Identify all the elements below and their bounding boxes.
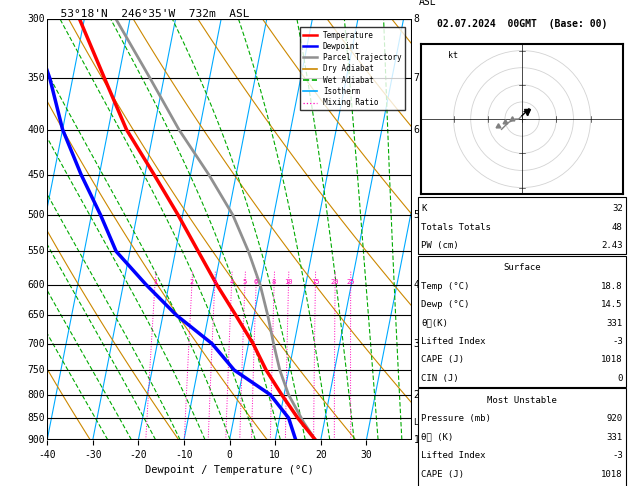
Text: ASL: ASL [419,0,437,7]
Text: 0: 0 [617,374,623,383]
Text: PW (cm): PW (cm) [421,241,459,250]
Text: 10: 10 [284,278,292,285]
Text: CAPE (J): CAPE (J) [421,469,464,479]
Text: 2.43: 2.43 [601,241,623,250]
Text: 331: 331 [606,433,623,442]
Text: 400: 400 [28,124,45,135]
Text: 3: 3 [413,339,420,348]
Text: Dewp (°C): Dewp (°C) [421,300,470,309]
Text: 1: 1 [153,278,157,285]
Text: © weatheronline.co.uk: © weatheronline.co.uk [475,450,572,459]
Text: Pressure (mb): Pressure (mb) [421,414,491,423]
Text: 3: 3 [213,278,217,285]
Text: 5: 5 [413,210,420,220]
Text: Lifted Index: Lifted Index [421,451,486,460]
Text: 18.8: 18.8 [601,281,623,291]
Text: 15: 15 [311,278,320,285]
Text: 600: 600 [28,279,45,290]
Text: 350: 350 [28,73,45,84]
Text: θᴇ (K): θᴇ (K) [421,433,454,442]
Text: Lifted Index: Lifted Index [421,337,486,346]
Text: CAPE (J): CAPE (J) [421,355,464,364]
Text: 1018: 1018 [601,469,623,479]
Text: Totals Totals: Totals Totals [421,223,491,232]
Text: 650: 650 [28,310,45,320]
Text: 700: 700 [28,339,45,348]
Text: Mixing Ratio (g/kg): Mixing Ratio (g/kg) [423,263,433,358]
Text: Surface: Surface [503,263,541,272]
Text: θᴇ(K): θᴇ(K) [421,318,448,328]
Text: Most Unstable: Most Unstable [487,396,557,405]
Text: 4: 4 [230,278,233,285]
Text: 20: 20 [331,278,339,285]
Text: LCL: LCL [413,418,428,427]
Text: -3: -3 [612,451,623,460]
Text: 900: 900 [28,435,45,445]
Text: 550: 550 [28,246,45,257]
Text: 500: 500 [28,210,45,220]
Text: 6: 6 [413,124,420,135]
Text: 750: 750 [28,365,45,375]
Text: 300: 300 [28,15,45,24]
Text: 4: 4 [413,279,420,290]
Text: 850: 850 [28,413,45,423]
Text: 48: 48 [612,223,623,232]
Text: 14.5: 14.5 [601,300,623,309]
Text: 6: 6 [254,278,259,285]
Text: 2: 2 [413,390,420,400]
Text: -3: -3 [612,337,623,346]
Text: 1018: 1018 [601,355,623,364]
Text: Temp (°C): Temp (°C) [421,281,470,291]
Text: 920: 920 [606,414,623,423]
Legend: Temperature, Dewpoint, Parcel Trajectory, Dry Adiabat, Wet Adiabat, Isotherm, Mi: Temperature, Dewpoint, Parcel Trajectory… [300,28,404,110]
Text: 2: 2 [190,278,194,285]
Text: 8: 8 [272,278,276,285]
Text: 02.07.2024  00GMT  (Base: 00): 02.07.2024 00GMT (Base: 00) [437,19,607,30]
Text: 5: 5 [243,278,247,285]
Text: 53°18'N  246°35'W  732m  ASL: 53°18'N 246°35'W 732m ASL [47,9,250,18]
Text: 25: 25 [347,278,355,285]
Text: kt: kt [448,51,459,60]
Text: 32: 32 [612,204,623,213]
Text: 331: 331 [606,318,623,328]
Text: CIN (J): CIN (J) [421,374,459,383]
Text: 8: 8 [413,15,420,24]
Text: 800: 800 [28,390,45,400]
Text: 450: 450 [28,170,45,180]
Text: K: K [421,204,427,213]
Text: 1: 1 [413,435,420,445]
X-axis label: Dewpoint / Temperature (°C): Dewpoint / Temperature (°C) [145,465,314,475]
Text: 7: 7 [413,73,420,84]
